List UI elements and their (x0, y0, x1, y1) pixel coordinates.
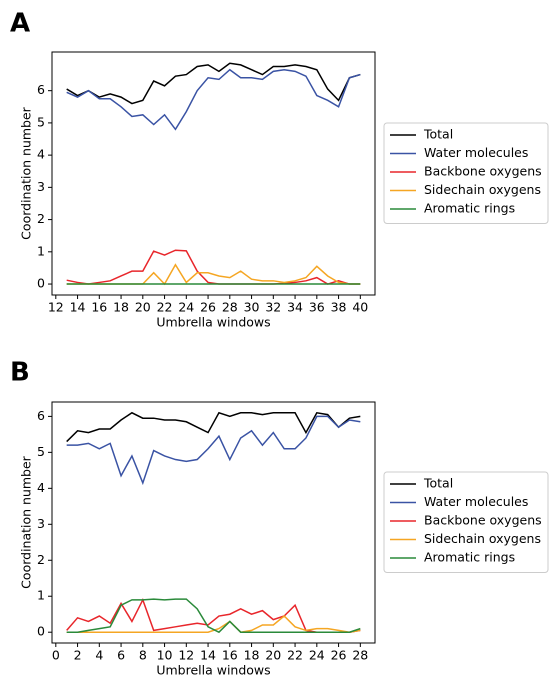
legend-label: Water molecules (424, 494, 528, 509)
x-tick-label: 26 (200, 300, 216, 315)
y-tick-label: 0 (37, 276, 45, 291)
legend-box (383, 471, 549, 573)
x-tick-label: 32 (265, 300, 281, 315)
series-line (66, 249, 361, 285)
x-tick-label: 4 (95, 648, 103, 663)
series-line (66, 415, 361, 486)
series-line (66, 597, 361, 633)
legend-label: Sidechain oxygens (424, 531, 541, 546)
y-tick-label: 0 (37, 624, 45, 639)
legend-box (383, 122, 549, 224)
x-tick-label: 12 (178, 648, 194, 663)
y-tick-label: 4 (37, 480, 45, 495)
x-tick-label: 20 (135, 300, 151, 315)
y-tick-label: 5 (37, 444, 45, 459)
x-tick-label: 18 (113, 300, 129, 315)
series-line (66, 68, 361, 131)
x-tick-label: 28 (222, 300, 238, 315)
legend-label: Aromatic rings (424, 550, 515, 565)
y-tick-label: 2 (37, 211, 45, 226)
x-tick-label: 18 (244, 648, 260, 663)
x-axis-label: Umbrella windows (156, 315, 270, 330)
y-axis-label: Coordination number (19, 455, 34, 588)
x-axis-label: Umbrella windows (156, 663, 270, 676)
legend-label: Aromatic rings (424, 201, 515, 216)
x-tick-label: 2 (74, 648, 82, 663)
series-line (66, 615, 361, 634)
y-tick-label: 2 (37, 552, 45, 567)
x-tick-label: 24 (309, 648, 325, 663)
x-tick-label: 38 (331, 300, 347, 315)
y-tick-label: 5 (37, 114, 45, 129)
x-tick-label: 16 (222, 648, 238, 663)
legend-label: Water molecules (424, 145, 528, 160)
x-tick-label: 10 (157, 648, 173, 663)
y-tick-label: 3 (37, 516, 45, 531)
legend-label: Sidechain oxygens (424, 182, 541, 197)
y-tick-label: 6 (37, 82, 45, 97)
legend-label: Total (423, 476, 453, 491)
legend-label: Backbone oxygens (424, 164, 542, 179)
x-tick-label: 12 (48, 300, 64, 315)
plot-frame (51, 51, 376, 296)
x-tick-label: 36 (309, 300, 325, 315)
panel-label: A (10, 9, 30, 39)
y-tick-label: 1 (37, 588, 45, 603)
x-tick-label: 14 (200, 648, 216, 663)
y-tick-label: 3 (37, 179, 45, 194)
x-tick-label: 6 (117, 648, 125, 663)
legend-label: Total (423, 127, 453, 142)
y-tick-label: 4 (37, 147, 45, 162)
y-tick-label: 6 (37, 408, 45, 423)
x-tick-label: 22 (287, 648, 303, 663)
y-axis-label: Coordination number (19, 106, 34, 239)
panel-label: B (10, 358, 30, 388)
x-tick-label: 8 (139, 648, 147, 663)
x-tick-label: 40 (352, 300, 368, 315)
series-line (66, 411, 361, 443)
plot-frame (51, 401, 376, 644)
y-tick-label: 1 (37, 243, 45, 258)
x-tick-label: 30 (244, 300, 260, 315)
x-tick-label: 22 (157, 300, 173, 315)
x-tick-label: 14 (70, 300, 86, 315)
x-tick-label: 24 (178, 300, 194, 315)
legend-label: Backbone oxygens (424, 513, 542, 528)
x-tick-label: 16 (91, 300, 107, 315)
x-tick-label: 34 (287, 300, 303, 315)
series-line (66, 62, 361, 105)
x-tick-label: 0 (52, 648, 60, 663)
x-tick-label: 20 (265, 648, 281, 663)
x-tick-label: 26 (331, 648, 347, 663)
series-line (66, 598, 361, 634)
x-tick-label: 28 (352, 648, 368, 663)
